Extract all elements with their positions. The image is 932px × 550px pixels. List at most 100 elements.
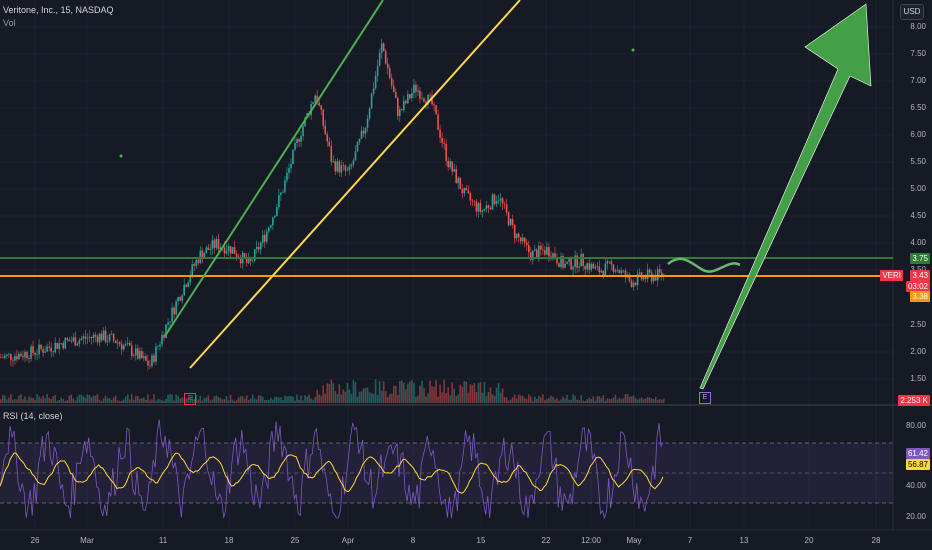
volume-bar bbox=[600, 397, 603, 403]
volume-bar bbox=[304, 395, 306, 403]
candle-body bbox=[461, 189, 464, 194]
time-axis-tick: 8 bbox=[410, 536, 416, 545]
volume-bar bbox=[435, 380, 437, 403]
volume-bar bbox=[592, 396, 595, 403]
candle-body bbox=[288, 168, 290, 173]
candle-body bbox=[612, 264, 615, 272]
candle-body bbox=[141, 351, 143, 359]
volume-bar bbox=[330, 379, 333, 403]
candle-body bbox=[112, 334, 115, 341]
volume-bar bbox=[276, 396, 278, 403]
time-axis-tick: 28 bbox=[871, 536, 881, 545]
candle-body bbox=[600, 270, 603, 273]
candle-body bbox=[159, 344, 161, 347]
volume-bar bbox=[350, 393, 353, 403]
rsi-axis-tick: 80.00 bbox=[905, 421, 926, 430]
candle-body bbox=[251, 260, 254, 262]
candle-body bbox=[564, 263, 566, 268]
volume-bar bbox=[94, 395, 97, 403]
volume-bar bbox=[82, 396, 85, 403]
candle-body bbox=[106, 340, 109, 342]
candle-body bbox=[439, 129, 441, 139]
volume-bar bbox=[259, 395, 262, 403]
volume-bar bbox=[175, 394, 177, 403]
candle-body bbox=[417, 90, 419, 92]
candle-body bbox=[596, 266, 599, 267]
volume-bar bbox=[90, 397, 93, 403]
candle-body bbox=[358, 138, 361, 143]
volume-bar bbox=[241, 396, 244, 403]
candle-body bbox=[88, 336, 91, 338]
candle-body bbox=[203, 253, 206, 259]
time-axis-tick: 13 bbox=[739, 536, 749, 545]
candle-body bbox=[465, 187, 468, 191]
candle-body bbox=[52, 351, 54, 353]
volume-bar bbox=[658, 399, 661, 403]
candle-body bbox=[376, 65, 379, 76]
candle-body bbox=[572, 266, 574, 270]
volume-tag: 2.253 K bbox=[898, 395, 930, 406]
volume-bar bbox=[662, 398, 665, 403]
volume-bar bbox=[384, 391, 387, 403]
candle-body bbox=[368, 108, 371, 119]
volume-bar bbox=[453, 388, 456, 403]
volume-bar bbox=[467, 392, 470, 403]
volume-bar bbox=[193, 399, 196, 403]
candle-body bbox=[4, 355, 6, 358]
candle-body bbox=[74, 337, 77, 346]
candle-body bbox=[217, 239, 220, 250]
volume-bar bbox=[433, 386, 435, 403]
volume-bars bbox=[0, 379, 665, 403]
candle-body bbox=[58, 343, 61, 349]
volume-bar bbox=[48, 397, 50, 403]
volume-bar bbox=[78, 394, 81, 403]
candle-body bbox=[405, 100, 407, 104]
volume-bar bbox=[332, 383, 335, 403]
currency-button[interactable]: USD bbox=[900, 4, 924, 20]
candle-body bbox=[602, 270, 605, 276]
time-axis-tick: 15 bbox=[476, 536, 486, 545]
candle-body bbox=[487, 205, 490, 208]
volume-bar bbox=[652, 399, 655, 403]
volume-bar bbox=[187, 398, 190, 403]
candle-body bbox=[261, 234, 264, 243]
volume-bar bbox=[340, 394, 343, 403]
volume-bar bbox=[457, 394, 460, 403]
volume-bar bbox=[135, 396, 137, 403]
candle-body bbox=[314, 95, 316, 103]
volume-bar bbox=[2, 394, 4, 403]
candle-body bbox=[245, 258, 248, 263]
candle-body bbox=[628, 274, 631, 281]
volume-bar bbox=[32, 397, 34, 403]
volume-bar bbox=[124, 396, 127, 403]
volume-bar bbox=[44, 398, 46, 403]
candle-body bbox=[570, 257, 572, 270]
volume-bar bbox=[112, 397, 115, 403]
candle-body bbox=[14, 356, 16, 361]
candle-body bbox=[187, 282, 190, 287]
candle-body bbox=[620, 270, 623, 274]
candle-body bbox=[239, 258, 242, 264]
volume-bar bbox=[139, 398, 141, 403]
volume-bar bbox=[292, 396, 294, 403]
earnings-marker[interactable]: E bbox=[699, 392, 711, 404]
volume-bar bbox=[570, 399, 572, 403]
earnings-marker[interactable]: E bbox=[184, 393, 196, 405]
volume-bar bbox=[126, 394, 129, 403]
candle-body bbox=[60, 343, 63, 344]
volume-bar bbox=[481, 392, 484, 403]
candle-body bbox=[183, 284, 185, 296]
volume-bar bbox=[459, 384, 462, 403]
candle-body bbox=[46, 346, 48, 352]
candle-body bbox=[392, 85, 395, 92]
volume-bar bbox=[18, 395, 20, 403]
candle-body bbox=[471, 200, 474, 202]
candle-body bbox=[191, 264, 194, 276]
volume-bar bbox=[16, 399, 18, 403]
volume-bar bbox=[191, 395, 194, 403]
candle-body bbox=[374, 75, 377, 89]
volume-bar bbox=[578, 400, 580, 403]
volume-bar bbox=[0, 399, 2, 403]
candle-body bbox=[505, 204, 508, 213]
